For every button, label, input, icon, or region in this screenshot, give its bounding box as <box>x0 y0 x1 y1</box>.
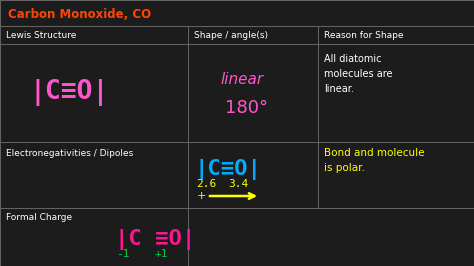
Text: Lewis Structure: Lewis Structure <box>6 31 76 39</box>
Text: |C≡O|: |C≡O| <box>30 80 109 106</box>
Text: All diatomic
molecules are
linear.: All diatomic molecules are linear. <box>324 54 392 94</box>
Text: linear: linear <box>220 73 263 88</box>
Text: 3.4: 3.4 <box>228 179 248 189</box>
Text: Carbon Monoxide, CO: Carbon Monoxide, CO <box>8 7 151 20</box>
Text: 2.6: 2.6 <box>196 179 216 189</box>
Text: |C≡O|: |C≡O| <box>195 160 262 181</box>
Text: -1: -1 <box>116 249 129 259</box>
Text: Formal Charge: Formal Charge <box>6 214 72 222</box>
Text: |C ≡O|: |C ≡O| <box>115 230 195 251</box>
Text: 180°: 180° <box>225 99 268 117</box>
Text: Electronegativities / Dipoles: Electronegativities / Dipoles <box>6 148 133 157</box>
Text: Bond and molecule
is polar.: Bond and molecule is polar. <box>324 148 425 173</box>
Text: +1: +1 <box>155 249 168 259</box>
Text: Shape / angle(s): Shape / angle(s) <box>194 31 268 39</box>
Text: +: + <box>197 191 206 201</box>
Text: Reason for Shape: Reason for Shape <box>324 31 403 39</box>
